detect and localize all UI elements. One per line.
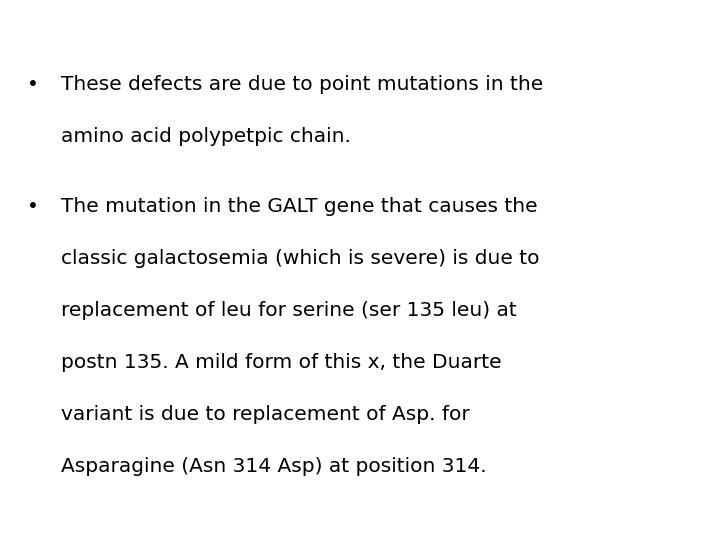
Text: These defects are due to point mutations in the: These defects are due to point mutations…: [61, 75, 544, 94]
Text: The mutation in the GALT gene that causes the: The mutation in the GALT gene that cause…: [61, 197, 538, 216]
Text: •: •: [27, 197, 39, 216]
Text: Asparagine (Asn 314 Asp) at position 314.: Asparagine (Asn 314 Asp) at position 314…: [61, 457, 487, 476]
Text: amino acid polypetpic chain.: amino acid polypetpic chain.: [61, 127, 351, 146]
Text: replacement of leu for serine (ser 135 leu) at: replacement of leu for serine (ser 135 l…: [61, 301, 517, 320]
Text: variant is due to replacement of Asp. for: variant is due to replacement of Asp. fo…: [61, 405, 470, 424]
Text: postn 135. A mild form of this x, the Duarte: postn 135. A mild form of this x, the Du…: [61, 353, 502, 372]
Text: classic galactosemia (which is severe) is due to: classic galactosemia (which is severe) i…: [61, 249, 540, 268]
Text: •: •: [27, 75, 39, 94]
